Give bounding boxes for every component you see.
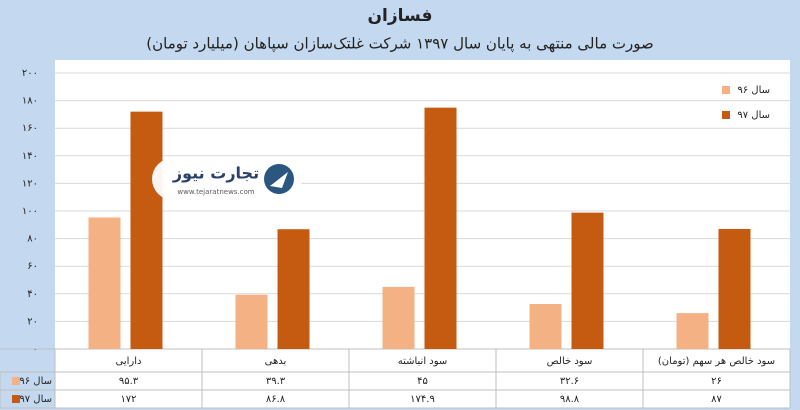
table-row-header: سال ۹۷ — [19, 394, 52, 405]
y-tick-label: ۸۰ — [27, 234, 38, 245]
x-tick-label: دارایی — [116, 356, 142, 367]
bar — [382, 286, 415, 349]
legend-label: سال ۹۶ — [737, 85, 770, 96]
bar — [424, 107, 457, 349]
table-value: ۹۸.۸ — [560, 394, 580, 405]
table-value: ۳۲.۶ — [560, 376, 579, 387]
bar — [88, 217, 121, 349]
table-value: ۸۷ — [711, 394, 722, 405]
bar — [130, 111, 163, 349]
bar — [571, 212, 604, 349]
table-value: ۳۹.۳ — [266, 376, 286, 387]
legend-key — [722, 86, 730, 94]
table-row-header: سال ۹۶ — [19, 376, 52, 387]
table-value: ۱۷۴.۹ — [410, 394, 435, 405]
y-tick-label: ۱۰۰ — [22, 206, 38, 217]
legend-key — [722, 111, 730, 119]
legend-label: سال ۹۷ — [737, 110, 770, 121]
x-tick-label: بدهی — [265, 356, 287, 367]
bar — [235, 294, 268, 349]
watermark: تجارت نیوز www.tejaratnews.com — [152, 158, 302, 200]
x-tick-label: سود خالص — [547, 356, 593, 367]
y-tick-label: ۱۲۰ — [22, 178, 38, 189]
bar — [676, 313, 709, 349]
y-tick-label: ۲۰۰ — [22, 68, 38, 79]
y-tick-label: ۴۰ — [27, 289, 38, 300]
table-legend-key — [12, 377, 20, 385]
watermark-brand: تجارت نیوز — [172, 164, 259, 183]
y-tick-label: ۱۶۰ — [22, 123, 38, 134]
bar — [718, 228, 751, 349]
chart-title: فسازان — [368, 6, 433, 26]
table-legend-key — [12, 395, 20, 403]
watermark-bg — [152, 158, 302, 200]
watermark-logo-arrow — [270, 172, 288, 188]
watermark-url: www.tejaratnews.com — [177, 188, 254, 196]
plot-area — [55, 60, 790, 408]
y-tick-label: ۲۰ — [27, 316, 38, 327]
y-tick-label: ۱۸۰ — [22, 96, 38, 107]
bar — [277, 229, 310, 349]
x-tick-label: سود انباشته — [398, 356, 448, 367]
table-value: ۸۶.۸ — [266, 394, 286, 405]
table-value: ۴۵ — [417, 376, 428, 387]
table-value: ۲۶ — [711, 376, 722, 387]
table-value: ۹۵.۳ — [119, 376, 139, 387]
x-tick-label: سود خالص هر سهم (تومان) — [658, 356, 775, 367]
y-tick-label: ۶۰ — [27, 261, 38, 272]
chart-subtitle: صورت مالی منتهی به پایان سال ۱۳۹۷ شرکت غ… — [146, 35, 653, 54]
table-value: ۱۷۲ — [120, 394, 136, 405]
bar — [529, 304, 562, 349]
y-tick-label: ۱۴۰ — [22, 151, 38, 162]
